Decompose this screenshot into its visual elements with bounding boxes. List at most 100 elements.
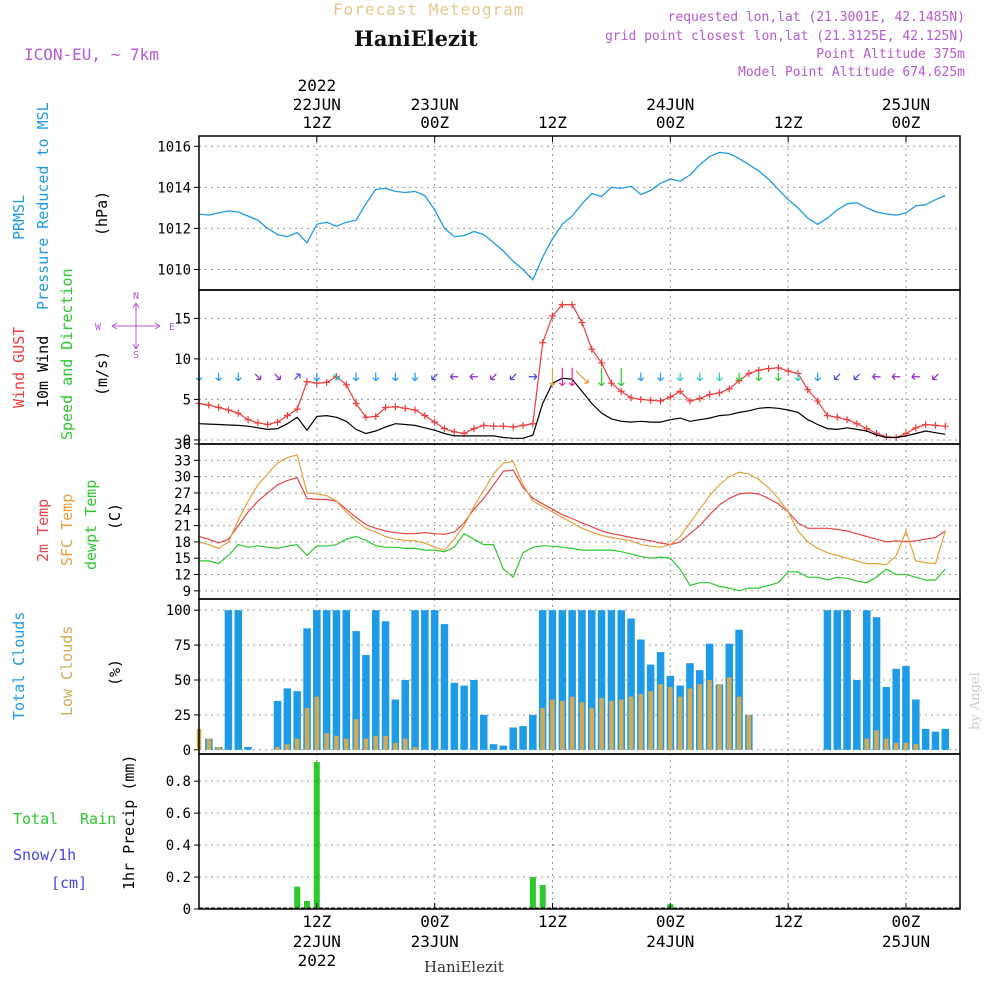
total-cloud-bar	[627, 618, 635, 750]
low-cloud-bar	[648, 691, 653, 750]
wind-direction-arrow	[558, 367, 566, 387]
wind-gust-marker	[529, 420, 537, 428]
total-cloud-bar	[872, 617, 881, 750]
temp-2m-line	[198, 469, 946, 546]
precip-rain-label: Rain	[80, 810, 116, 828]
wind-gust-marker	[362, 413, 370, 421]
low-cloud-bar	[373, 735, 378, 750]
wind-direction-arrow	[490, 373, 497, 381]
wind-gust-marker	[313, 379, 321, 387]
location-title: HaniElezit	[354, 26, 478, 51]
compass-rose-icon	[111, 302, 161, 350]
wind-gust-marker	[382, 404, 390, 412]
wind-direction-arrow	[509, 373, 517, 381]
wind-direction-arrow	[774, 372, 782, 382]
wind-gust-marker	[922, 421, 930, 429]
wind-gust-marker	[696, 395, 704, 403]
rain-bar	[294, 886, 301, 909]
wind-gust-marker	[853, 420, 861, 428]
wind-gust-marker	[283, 412, 291, 420]
wind-gust-marker	[941, 422, 949, 430]
wind-gust-marker	[833, 413, 841, 421]
wind-gust-marker	[323, 378, 331, 386]
bottom-hour-label: 00Z	[656, 912, 685, 931]
total-cloud-bar	[283, 688, 292, 750]
wind-gust-marker	[637, 395, 645, 403]
wind-direction-arrow	[372, 372, 380, 382]
low-cloud-bar	[412, 747, 418, 750]
total-cloud-bar	[921, 728, 930, 750]
panel-frame	[198, 135, 961, 291]
total-cloud-bar	[381, 621, 390, 750]
bottom-hour-label: 00Z	[892, 912, 921, 931]
wind-gust-marker	[548, 312, 556, 320]
y-tick-label: 0.8	[166, 774, 191, 790]
wind-gust-marker	[254, 419, 262, 427]
top-year-label: 2022	[298, 76, 337, 95]
wind-gust-marker	[450, 428, 458, 436]
precip-unit-label: 1hr Precip (mm)	[120, 755, 138, 890]
wind-gust-marker	[598, 359, 606, 367]
low-cloud-bar	[727, 677, 732, 750]
bottom-date-label: 25JUN	[882, 932, 930, 951]
low-cloud-bar	[206, 738, 212, 750]
low-cloud-bar	[363, 738, 369, 750]
wind-direction-arrow	[391, 372, 399, 382]
low-cloud-bar	[540, 707, 545, 750]
total-cloud-bar	[735, 629, 743, 750]
low-cloud-bar	[638, 694, 644, 750]
top-hour-label: 12Z	[774, 113, 803, 132]
wind-gust-marker	[873, 429, 881, 437]
wind-gust-marker	[725, 385, 733, 393]
low-cloud-bar	[874, 730, 879, 750]
low-cloud-bar	[569, 696, 575, 750]
low-cloud-bar	[619, 699, 624, 750]
total-cloud-bar	[411, 610, 419, 750]
wind-direction-arrow	[333, 373, 340, 381]
wind-gust-marker	[558, 301, 566, 309]
total-cloud-bar	[882, 687, 891, 750]
total-cloud-bar	[529, 714, 537, 750]
precip-snow-label: Snow/1h	[13, 846, 76, 864]
wind-gust-marker	[244, 416, 252, 424]
wind-direction-arrow	[254, 373, 262, 381]
compass-south: S	[133, 350, 139, 361]
total-cloud-bar	[607, 610, 616, 750]
low-cloud-bar	[560, 700, 565, 750]
wind-direction-arrow	[814, 372, 822, 382]
low-cloud-bar	[393, 742, 398, 750]
total-cloud-bar	[931, 731, 940, 750]
total-cloud-bar	[224, 610, 233, 750]
requested-coords: requested lon,lat (21.3001E, 42.1485N)	[667, 10, 965, 25]
wind-direction-arrow	[575, 370, 589, 384]
low-cloud-bar	[687, 688, 693, 750]
total-cloud-bar	[322, 610, 331, 750]
wind-gust-marker	[470, 425, 478, 433]
chart-title: Forecast Meteogram	[333, 0, 525, 19]
total-cloud-bar	[391, 699, 400, 750]
total-cloud-bar	[853, 680, 861, 750]
wind-gust-marker	[234, 409, 242, 417]
wind-gust-marker	[274, 418, 282, 426]
total-cloud-bar	[244, 747, 252, 750]
wind-gust-marker	[352, 399, 360, 407]
wind-gust-marker	[765, 365, 773, 373]
wind-unit-label: (m/s)	[93, 351, 111, 396]
total-cloud-bar	[234, 610, 242, 750]
wind-gust-marker	[755, 366, 763, 374]
wind-gust-marker	[843, 416, 851, 424]
low-cloud-bar	[579, 702, 585, 750]
bottom-date-label: 23JUN	[411, 932, 459, 951]
low-cloud-bar	[344, 738, 349, 750]
y-tick-label: 27	[174, 486, 191, 502]
wind-gust-marker	[814, 397, 822, 405]
wind-gust-marker	[784, 367, 792, 375]
grid-point-coords: grid point closest lon,lat (21.3125E, 42…	[604, 29, 965, 44]
total-cloud-bar	[548, 610, 557, 750]
model-label: ICON-EU, ~ 7km	[24, 45, 159, 64]
total-cloud-bar	[902, 666, 910, 750]
wind-gust-marker	[666, 393, 674, 401]
total-cloud-bar	[588, 610, 596, 750]
wind-direction-arrow	[696, 372, 704, 382]
